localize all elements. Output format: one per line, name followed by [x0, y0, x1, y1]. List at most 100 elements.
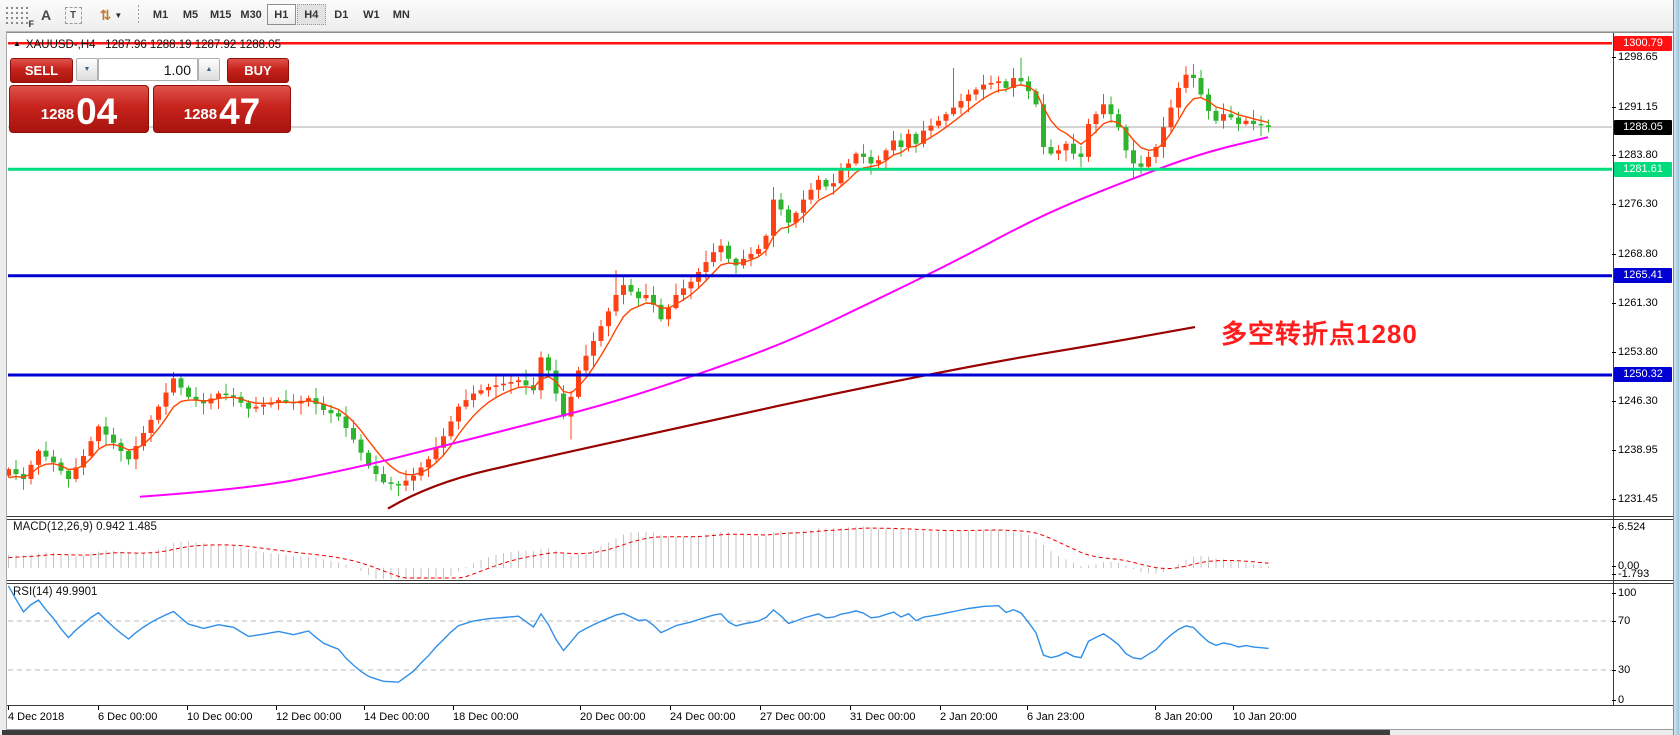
price-badge: 1265.41: [1614, 268, 1672, 283]
price-tick-label: 1283.80: [1618, 149, 1658, 161]
main-macd-separator: [7, 516, 1673, 517]
time-tick-label: 10 Jan 20:00: [1233, 711, 1297, 723]
timeframe-button-h4[interactable]: H4: [296, 4, 326, 25]
timeframe-button-m1[interactable]: M1: [152, 8, 169, 21]
rsi-scale-label: 70: [1618, 615, 1631, 627]
ohlc-values: 1287.96 1288.19 1287.92 1288.05: [105, 39, 282, 51]
price-tick-label: 1291.15: [1618, 101, 1658, 113]
price-tick-mark: [1612, 401, 1616, 402]
macd-scale-label: 6.524: [1618, 521, 1646, 533]
window-right-edge: [1673, 0, 1679, 735]
chevron-down-icon[interactable]: ▼: [114, 10, 123, 20]
arrows-tool-icon[interactable]: ⇅ ▼: [96, 4, 126, 26]
time-tick-mark: [1155, 706, 1156, 710]
volume-input[interactable]: [98, 58, 198, 81]
fibonacci-tool-label: F: [28, 19, 35, 29]
time-tick-label: 20 Dec 00:00: [580, 711, 646, 723]
ma-fast: [8, 84, 1269, 479]
price-tick-label: 1238.95: [1618, 444, 1658, 456]
time-tick-label: 4 Dec 2018: [8, 711, 65, 723]
price-tick-label: 1246.30: [1618, 395, 1658, 407]
rsi-tick-mark: [1612, 621, 1616, 622]
price-badge: 1250.32: [1614, 367, 1672, 382]
time-tick-mark: [364, 706, 365, 710]
time-tick-label: 6 Dec 00:00: [98, 711, 158, 723]
chart-top-border: [7, 32, 1673, 33]
time-tick-label: 10 Dec 00:00: [187, 711, 253, 723]
rsi-scale-label: 0: [1618, 694, 1625, 706]
timeframe-buttons: M1 M5 M15 M30 H1 H4 D1 W1 MN: [146, 4, 416, 25]
price-tick-mark: [1612, 204, 1616, 205]
time-tick-label: 27 Dec 00:00: [760, 711, 826, 723]
buy-quote-button[interactable]: 1288 47: [153, 85, 291, 133]
time-tick-label: 12 Dec 00:00: [276, 711, 342, 723]
price-badge: 1288.05: [1614, 120, 1672, 135]
buy-price-big-figure: 1288: [183, 106, 218, 123]
chart-collapse-icon[interactable]: ▲: [13, 39, 21, 48]
buy-price-pips: 47: [219, 90, 261, 132]
price-tick-mark: [1612, 57, 1616, 58]
rsi-tick-mark: [1612, 700, 1616, 701]
timeframe-button-m30[interactable]: M30: [240, 8, 262, 21]
time-tick-mark: [760, 706, 761, 710]
time-tick-label: 8 Jan 20:00: [1155, 711, 1213, 723]
timeframe-button-h1[interactable]: H1: [266, 4, 296, 25]
ma-slow: [387, 326, 1196, 510]
text-tool-icon[interactable]: A: [36, 4, 56, 26]
macd-rsi-separator: [7, 580, 1673, 581]
price-tick-mark: [1612, 450, 1616, 451]
time-tick-label: 24 Dec 00:00: [670, 711, 736, 723]
time-tick-label: 14 Dec 00:00: [364, 711, 430, 723]
time-tick-label: 2 Jan 20:00: [940, 711, 998, 723]
ma-mid: [139, 136, 1269, 498]
sell-button[interactable]: SELL: [10, 58, 73, 83]
rsi-label: RSI(14) 49.9901: [13, 586, 98, 598]
time-tick-mark: [1233, 706, 1234, 710]
timeframe-button-m5[interactable]: M5: [182, 8, 199, 21]
time-tick-label: 31 Dec 00:00: [850, 711, 916, 723]
price-tick-mark: [1612, 107, 1616, 108]
time-tick-label: 18 Dec 00:00: [453, 711, 519, 723]
macd-label: MACD(12,26,9) 0.942 1.485: [13, 521, 157, 533]
rsi-tick-mark: [1612, 593, 1616, 594]
arrows-glyph: ⇅: [99, 6, 112, 23]
buy-button[interactable]: BUY: [227, 58, 289, 83]
timeframe-button-d1[interactable]: D1: [334, 8, 349, 21]
horizontal-scrollbar-thumb[interactable]: [2, 730, 1390, 735]
sell-price-pips: 04: [76, 90, 118, 132]
sell-quote-button[interactable]: 1288 04: [9, 85, 149, 133]
price-tick-label: 1276.30: [1618, 198, 1658, 210]
time-tick-label: 6 Jan 23:00: [1027, 711, 1085, 723]
time-tick-mark: [276, 706, 277, 710]
macd-scale-label: 0.00: [1618, 560, 1640, 572]
sell-price-big-figure: 1288: [40, 106, 75, 123]
macd-tick-mark: [1612, 574, 1616, 575]
time-tick-mark: [98, 706, 99, 710]
price-tick-mark: [1612, 254, 1616, 255]
timeframe-button-mn[interactable]: MN: [392, 8, 410, 21]
candlesticks: [6, 57, 1271, 497]
fibonacci-tool-icon[interactable]: F: [6, 7, 34, 29]
time-tick-mark: [1027, 706, 1028, 710]
text-tool-label: A: [40, 7, 52, 23]
price-tick-label: 1261.30: [1618, 297, 1658, 309]
toolbar-separator: [138, 5, 139, 25]
macd-tick-mark: [1612, 527, 1616, 528]
label-tool-icon[interactable]: T: [62, 4, 84, 26]
time-tick-mark: [8, 706, 9, 710]
toolbar: F A T ⇅ ▼ M1 M5 M15 M30 H1 H4 D1 W1 MN: [0, 0, 1679, 32]
volume-increase-icon[interactable]: ▲: [198, 58, 220, 81]
rsi-line: [7, 585, 1269, 683]
macd-scale-label: -1.793: [1618, 568, 1650, 580]
timeframe-button-w1[interactable]: W1: [363, 8, 380, 21]
timeframe-button-m15[interactable]: M15: [210, 8, 232, 21]
volume-decrease-icon[interactable]: ▼: [76, 58, 98, 81]
price-tick-mark: [1612, 303, 1616, 304]
time-tick-mark: [453, 706, 454, 710]
macd-rsi-separator2: [7, 583, 1673, 584]
price-tick-label: 1231.45: [1618, 493, 1658, 505]
time-tick-mark: [940, 706, 941, 710]
macd-signal-line: [8, 527, 1269, 579]
main-macd-separator2: [7, 519, 1673, 520]
